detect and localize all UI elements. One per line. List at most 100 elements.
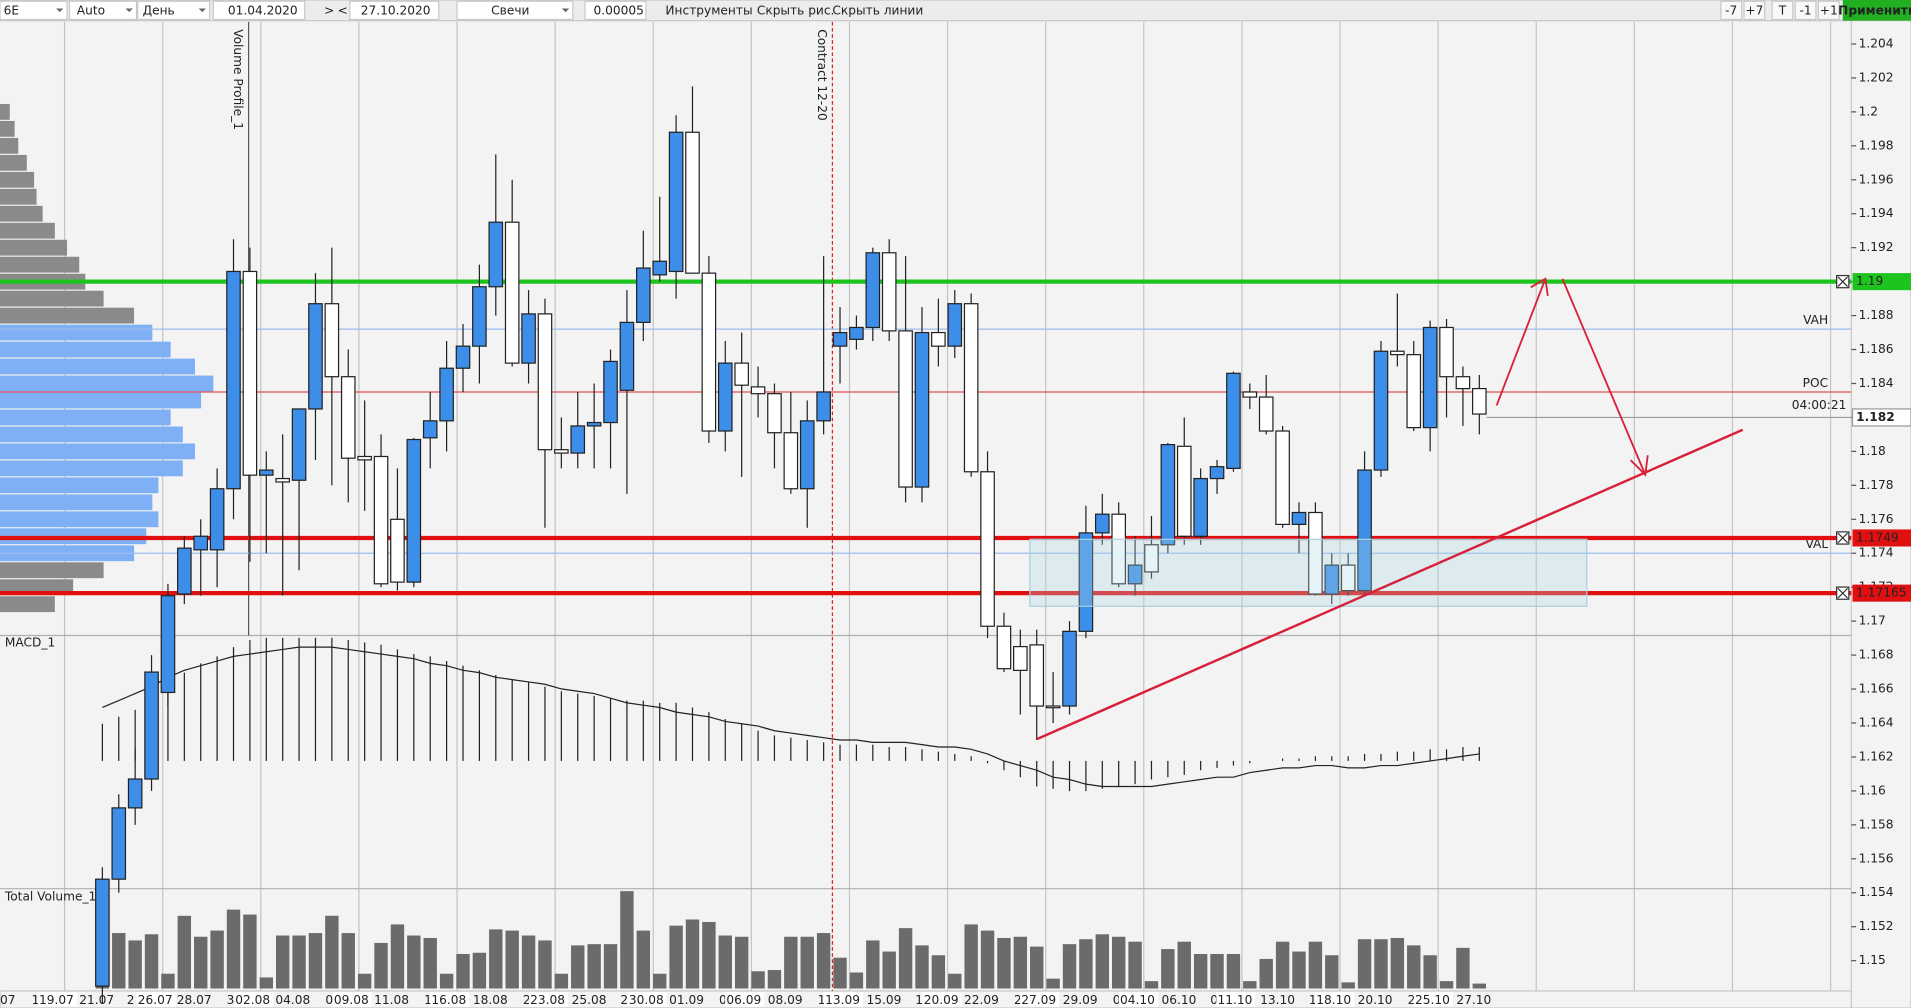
x-tick-label: 1 xyxy=(915,993,923,1007)
y-tick-label: 1.18 xyxy=(1859,444,1886,458)
arrow-head xyxy=(1630,455,1649,477)
candle-body xyxy=(504,221,520,364)
candle-body xyxy=(554,449,569,454)
candle-body xyxy=(1275,430,1290,525)
volume-bar xyxy=(1046,978,1060,989)
volume-bar xyxy=(1193,954,1208,989)
volume-bar xyxy=(1095,934,1110,989)
zoom-label[interactable]: T xyxy=(1778,3,1787,17)
toolbar-symbol[interactable]: 6E xyxy=(4,3,19,17)
candle-body xyxy=(980,471,995,627)
volume-bar xyxy=(1111,936,1126,989)
volume-bar xyxy=(571,945,585,989)
x-tick-label: 13.10 xyxy=(1260,993,1295,1007)
volume-bar xyxy=(194,936,208,989)
candle-body xyxy=(1127,564,1143,585)
profile-bar xyxy=(0,426,183,443)
x-tick-label: 11.10 xyxy=(1218,993,1253,1007)
volume-bar xyxy=(423,937,437,989)
level-close-cross[interactable] xyxy=(1837,587,1849,599)
candle-body xyxy=(1291,511,1307,525)
zoom-button[interactable] xyxy=(1817,0,1840,21)
volume-bar xyxy=(620,891,634,989)
toolbar-tick-size[interactable]: 0.00005 xyxy=(594,3,644,17)
x-tick-label: 20.10 xyxy=(1358,993,1393,1007)
zoom-button[interactable] xyxy=(1794,0,1817,21)
volume-bar xyxy=(1210,954,1224,989)
volume-bar xyxy=(243,914,257,989)
x-tick-label: 01.09 xyxy=(669,993,704,1007)
toolbar-hide-drawings[interactable]: Скрыть рис. xyxy=(757,3,835,17)
level-close-cross[interactable] xyxy=(1837,532,1849,544)
apply-label[interactable]: Применить xyxy=(1838,3,1911,17)
toolbar-period[interactable]: День xyxy=(143,3,175,17)
volume-bar xyxy=(439,973,454,989)
x-label-bg xyxy=(627,992,667,1007)
toolbar-field[interactable] xyxy=(349,0,440,21)
volume-bar xyxy=(964,924,978,989)
candle-body xyxy=(685,131,700,274)
volume-bar xyxy=(308,933,323,989)
zoom-label[interactable]: -1 xyxy=(1800,3,1812,17)
toolbar-field[interactable] xyxy=(456,0,574,21)
zoom-label[interactable]: +1 xyxy=(1820,3,1838,17)
zoom-button[interactable] xyxy=(1771,0,1794,21)
volume-bar xyxy=(669,925,683,989)
candle-body xyxy=(95,878,110,987)
candle-body xyxy=(799,420,815,490)
candle-body xyxy=(1472,387,1487,415)
x-label-bg xyxy=(37,992,77,1007)
toolbar-field[interactable] xyxy=(212,0,306,21)
x-tick-label: 22.09 xyxy=(964,993,999,1007)
x-tick-label: 0 xyxy=(719,993,727,1007)
candle-body xyxy=(1226,372,1241,469)
x-tick-label: 04.10 xyxy=(1120,993,1155,1007)
toolbar-tools[interactable]: Инструменты xyxy=(665,3,752,17)
zoom-label[interactable]: -7 xyxy=(1725,3,1737,17)
toolbar-next[interactable]: > xyxy=(324,3,334,17)
volume-bar xyxy=(767,970,782,989)
toolbar-hide-lines[interactable]: Скрыть линии xyxy=(832,3,923,17)
toolbar-chart-style[interactable]: Свечи xyxy=(491,3,529,17)
toolbar-field[interactable] xyxy=(137,0,211,21)
toolbar-date-to[interactable]: 27.10.2020 xyxy=(361,3,431,17)
toolbar-field[interactable] xyxy=(68,0,138,21)
zoom-button[interactable] xyxy=(1720,0,1743,21)
candle-body xyxy=(127,778,143,809)
volume-bar xyxy=(849,972,864,989)
x-label-bg xyxy=(1118,992,1158,1007)
x-tick-label: 30.08 xyxy=(629,993,664,1007)
apply-button[interactable] xyxy=(1842,0,1911,21)
y-tick-label: 1.2 xyxy=(1859,104,1878,118)
level-price: 1.17165 xyxy=(1856,586,1906,600)
toolbar-date-from[interactable]: 01.04.2020 xyxy=(228,3,298,17)
candle-body xyxy=(717,362,733,432)
candle-body xyxy=(1455,376,1471,390)
toolbar-prev[interactable]: < xyxy=(338,3,348,17)
x-tick-label: 26.07 xyxy=(138,993,173,1007)
zoom-button[interactable] xyxy=(1743,0,1766,21)
candle-body xyxy=(406,438,422,583)
candle-body xyxy=(1209,466,1225,480)
x-tick-label: 1 xyxy=(818,993,826,1007)
volume-bar xyxy=(1226,954,1241,989)
candle-body xyxy=(111,807,127,880)
volume-bar xyxy=(1062,944,1077,989)
zoom-label[interactable]: +7 xyxy=(1745,3,1763,17)
volume-bar xyxy=(144,934,159,989)
volume-bar xyxy=(226,909,241,989)
profile-bar xyxy=(0,358,195,375)
candle-body xyxy=(636,267,651,323)
level-close-cross[interactable] xyxy=(1837,276,1849,287)
toolbar-field[interactable] xyxy=(0,0,68,21)
y-tick-label: 1.176 xyxy=(1859,512,1894,526)
y-tick-label: 1.204 xyxy=(1859,36,1894,50)
x-tick-label: 25.08 xyxy=(572,993,607,1007)
volume-bar xyxy=(898,928,913,989)
x-tick-label: 19.07 xyxy=(39,993,74,1007)
volume-bar xyxy=(1177,941,1191,989)
volume-bar xyxy=(980,930,995,989)
toolbar-scale[interactable]: Auto xyxy=(77,3,105,17)
toolbar-field[interactable] xyxy=(584,0,647,21)
